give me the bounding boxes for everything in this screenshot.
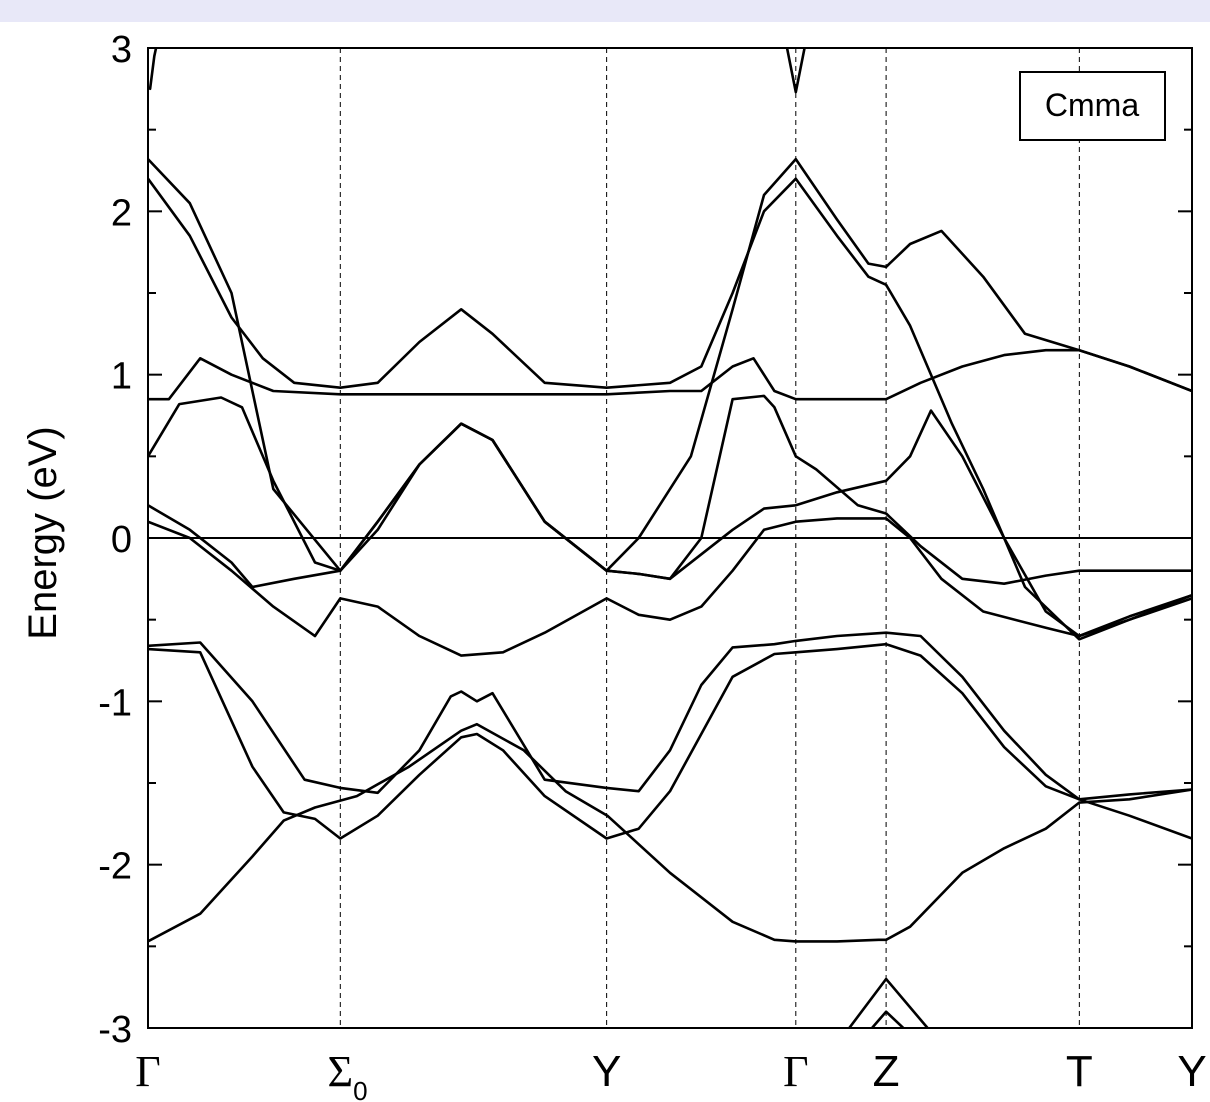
band-line-9	[148, 157, 1192, 572]
y-axis-ticks: -3 -2 -1 0 1 2 3	[98, 29, 1192, 1051]
band-line-7	[148, 348, 1192, 401]
y-tick-label: -1	[98, 682, 132, 724]
kpoint-label: Y	[592, 1047, 621, 1096]
window-top-bar	[0, 0, 1210, 22]
y-tick-label: 3	[111, 29, 132, 71]
band-line-2	[148, 642, 1192, 840]
kpoint-label: T	[1066, 1047, 1093, 1096]
band-line-13	[870, 1010, 906, 1028]
y-axis-label: Energy (eV)	[21, 426, 65, 639]
band-line-8	[148, 177, 1192, 641]
band-line-3	[148, 631, 1192, 801]
kpoint-label: Γ	[135, 1047, 160, 1096]
legend-text: Cmma	[1045, 87, 1139, 123]
band-line-5	[148, 409, 1192, 638]
y-tick-label: -2	[98, 846, 132, 888]
y-tick-label: -3	[98, 1009, 132, 1051]
legend-box: Cmma	[1019, 71, 1166, 141]
band-series-layer	[148, 48, 1192, 1028]
band-line-12	[847, 977, 930, 1028]
band-line-6	[148, 394, 1192, 585]
kpoint-label-subscript: 0	[353, 1076, 367, 1102]
y-tick-label: 2	[111, 192, 132, 234]
band-line-1	[148, 722, 1192, 943]
y-tick-label: 1	[111, 356, 132, 398]
band-line-11	[785, 48, 806, 94]
band-line-10	[148, 48, 158, 91]
kpoint-label: Γ	[783, 1047, 808, 1096]
kpoint-label: Σ	[328, 1047, 354, 1096]
kpoint-label: Z	[873, 1047, 900, 1096]
band-line-4	[148, 517, 1192, 657]
y-tick-label: 0	[111, 519, 132, 561]
legend-frame	[1019, 71, 1166, 141]
kpoint-label: Y	[1177, 1047, 1206, 1096]
